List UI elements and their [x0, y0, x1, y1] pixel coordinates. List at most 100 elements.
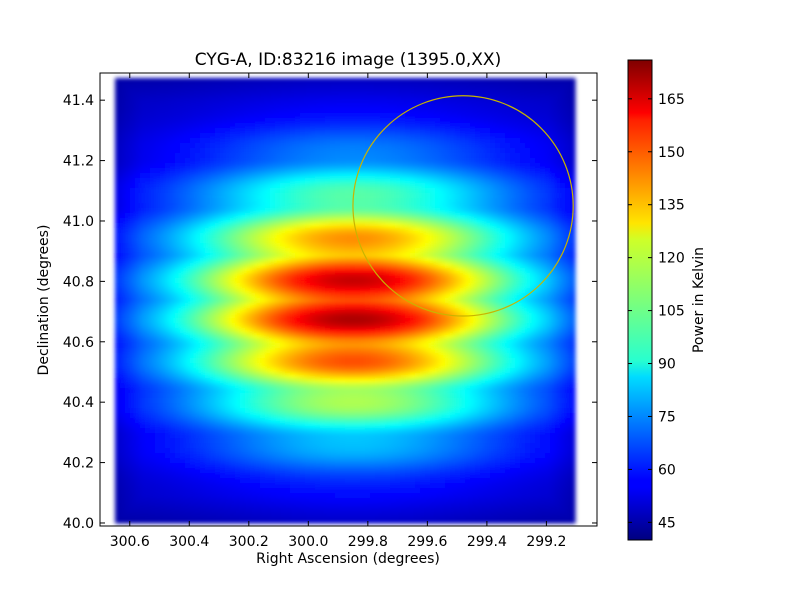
heatmap-cell [510, 233, 516, 239]
heatmap-cell [280, 88, 286, 94]
heatmap-cell [265, 343, 271, 349]
heatmap-cell [145, 243, 151, 249]
heatmap-cell [325, 308, 331, 314]
heatmap-cell [450, 318, 456, 324]
heatmap-cell [275, 298, 281, 304]
heatmap-cell [315, 188, 321, 194]
heatmap-cell [415, 293, 421, 299]
heatmap-cell [460, 183, 466, 189]
heatmap-cell [320, 83, 326, 89]
heatmap-cell [285, 263, 291, 269]
heatmap-cell [215, 288, 221, 294]
heatmap-cell [480, 108, 486, 114]
heatmap-cell [280, 113, 286, 119]
heatmap-cell [125, 173, 131, 179]
heatmap-cell [525, 343, 531, 349]
heatmap-cell [195, 273, 201, 279]
heatmap-cell [245, 293, 251, 299]
heatmap-cell [535, 208, 541, 214]
heatmap-cell [555, 158, 561, 164]
heatmap-cell [550, 183, 556, 189]
heatmap-cell [360, 223, 366, 229]
heatmap-cell [340, 123, 346, 129]
heatmap-cell [135, 158, 141, 164]
heatmap-cell [350, 213, 356, 219]
heatmap-cell [275, 293, 281, 299]
heatmap-cell [225, 198, 231, 204]
heatmap-cell [460, 323, 466, 329]
heatmap-cell [385, 318, 391, 324]
heatmap-cell [240, 243, 246, 249]
heatmap-cell [145, 193, 151, 199]
heatmap-cell [390, 303, 396, 309]
heatmap-cell [305, 198, 311, 204]
heatmap-cell [320, 338, 326, 344]
heatmap-cell [205, 328, 211, 334]
heatmap-cell [380, 198, 386, 204]
heatmap-cell [420, 308, 426, 314]
heatmap-cell [180, 93, 186, 99]
heatmap-cell [530, 338, 536, 344]
heatmap-cell [280, 343, 286, 349]
heatmap-cell [235, 243, 241, 249]
heatmap-cell [135, 298, 141, 304]
heatmap-cell [270, 123, 276, 129]
heatmap-cell [500, 203, 506, 209]
heatmap-cell [250, 258, 256, 264]
heatmap-cell [210, 348, 216, 354]
heatmap-cell [435, 273, 441, 279]
heatmap-cell [215, 218, 221, 224]
heatmap-cell [395, 93, 401, 99]
heatmap-cell [415, 163, 421, 169]
heatmap-cell [500, 228, 506, 234]
heatmap-cell [480, 228, 486, 234]
heatmap-cell [205, 168, 211, 174]
heatmap-cell [510, 163, 516, 169]
heatmap-cell [375, 83, 381, 89]
heatmap-cell [445, 248, 451, 254]
heatmap-cell [185, 178, 191, 184]
heatmap-cell [200, 228, 206, 234]
heatmap-cell [370, 243, 376, 249]
heatmap-cell [160, 143, 166, 149]
heatmap-cell [300, 83, 306, 89]
heatmap-cell [350, 128, 356, 134]
heatmap-cell [275, 258, 281, 264]
heatmap-cell [415, 118, 421, 124]
heatmap-cell [535, 323, 541, 329]
heatmap-cell [255, 178, 261, 184]
heatmap-cell [320, 258, 326, 264]
heatmap-cell [530, 308, 536, 314]
heatmap-cell [515, 153, 521, 159]
heatmap-cell [130, 203, 136, 209]
heatmap-cell [330, 193, 336, 199]
heatmap-cell [185, 328, 191, 334]
heatmap-cell [365, 138, 371, 144]
heatmap-cell [235, 263, 241, 269]
heatmap-cell [530, 113, 536, 119]
heatmap-cell [455, 98, 461, 104]
heatmap-cell [250, 148, 256, 154]
heatmap-cell [275, 303, 281, 309]
heatmap-cell [320, 138, 326, 144]
heatmap-cell [215, 323, 221, 329]
heatmap-cell [525, 113, 531, 119]
heatmap-cell [300, 258, 306, 264]
heatmap-cell [140, 118, 146, 124]
heatmap-cell [325, 343, 331, 349]
heatmap-cell [505, 193, 511, 199]
heatmap-cell [115, 303, 121, 309]
heatmap-cell [425, 333, 431, 339]
heatmap-cell [530, 168, 536, 174]
heatmap-cell [245, 178, 251, 184]
heatmap-cell [120, 293, 126, 299]
heatmap-cell [160, 308, 166, 314]
heatmap-cell [200, 308, 206, 314]
heatmap-cell [550, 223, 556, 229]
heatmap-cell [535, 93, 541, 99]
heatmap-cell [465, 213, 471, 219]
heatmap-cell [195, 243, 201, 249]
heatmap-cell [435, 278, 441, 284]
heatmap-cell [495, 108, 501, 114]
heatmap-cell [400, 123, 406, 129]
